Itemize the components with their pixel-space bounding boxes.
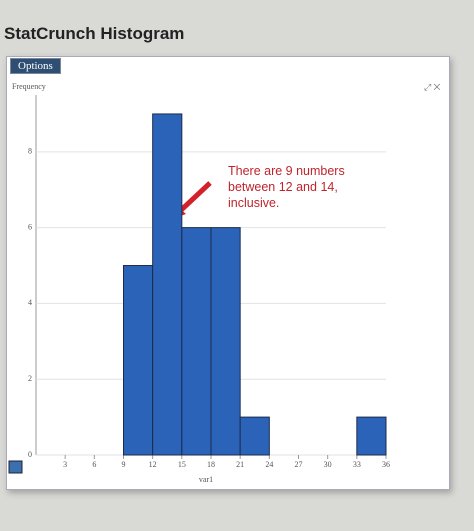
bar: [181, 227, 212, 456]
y-tick-label: 2: [28, 374, 32, 383]
x-tick-label: 9: [122, 460, 126, 469]
options-button[interactable]: Options: [10, 58, 61, 74]
x-tick-label: 33: [353, 460, 361, 469]
y-tick-label: 0: [28, 450, 32, 459]
bar: [152, 113, 183, 456]
x-tick-label: 6: [92, 460, 96, 469]
page-title: StatCrunch Histogram: [4, 24, 185, 43]
menu-icon[interactable]: [8, 460, 23, 474]
x-tick-label: 24: [265, 460, 273, 469]
x-tick-label: 27: [295, 460, 303, 469]
bar: [123, 265, 154, 456]
x-tick-label: 12: [149, 460, 157, 469]
y-axis-label: Frequency: [12, 82, 46, 91]
annotation: There are 9 numbers between 12 and 14, i…: [228, 164, 345, 210]
x-tick-label: 30: [324, 460, 332, 469]
x-tick-label: 21: [236, 460, 244, 469]
window-controls[interactable]: ⤢ ✕: [423, 82, 440, 92]
bar: [239, 416, 270, 456]
y-tick-label: 6: [28, 222, 32, 231]
x-tick-label: 3: [63, 460, 67, 469]
bar: [356, 416, 387, 456]
x-tick-label: 15: [178, 460, 186, 469]
x-tick-label: 36: [382, 460, 390, 469]
bar: [210, 227, 241, 456]
y-tick-label: 8: [28, 147, 32, 156]
y-tick-label: 4: [28, 298, 32, 307]
arrow: [176, 181, 212, 215]
x-tick-label: 18: [207, 460, 215, 469]
x-axis-label: var1: [199, 475, 213, 484]
